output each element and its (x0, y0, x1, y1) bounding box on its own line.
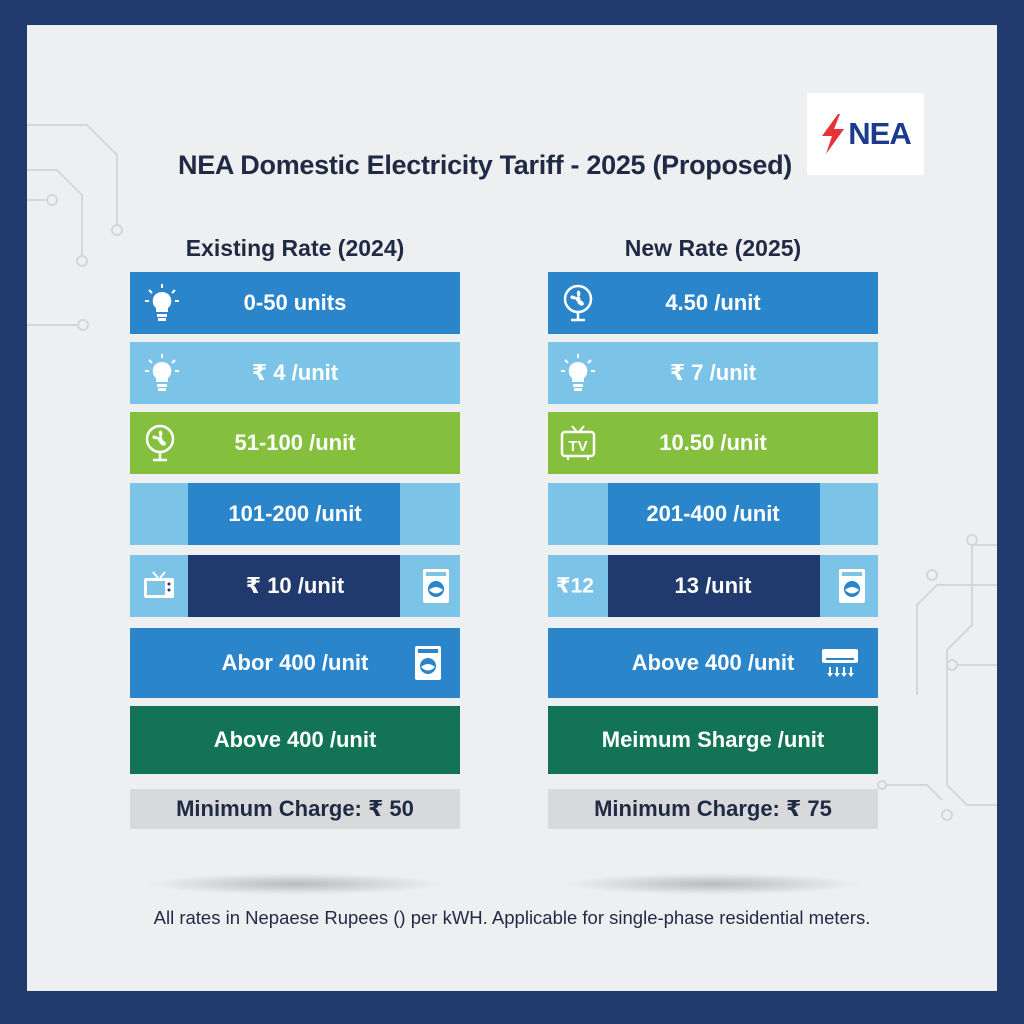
row-highlight (608, 483, 820, 545)
minimum-charge-label: Minimum Charge: ₹ 75 (594, 796, 832, 821)
row-label: ₹ 10 /unit (245, 573, 345, 598)
new-row-2: ₹ 7 /unit (548, 342, 878, 404)
footnote: All rates in Nepaese Rupees () per kWH. … (153, 907, 871, 928)
lightbulb-icon (144, 283, 180, 323)
new-row-1: 4.50 /unit (548, 272, 878, 334)
new-row-7: Meimum Sharge /unit (548, 706, 878, 774)
lightbulb-icon (560, 353, 596, 393)
lightbulb-icon (144, 353, 180, 393)
row-highlight (608, 555, 820, 617)
fan-icon (142, 423, 178, 463)
fan-icon (560, 283, 596, 323)
side-rate-label: ₹12 (556, 574, 594, 598)
circuit-decoration (27, 124, 997, 821)
existing-row-6: Abor 400 /unit (130, 628, 460, 698)
new-row-6: Above 400 /unit (548, 628, 878, 698)
existing-row-2: ₹ 4 /unit (130, 342, 460, 404)
right-shadow (563, 873, 863, 895)
row-label: 4.50 /unit (665, 290, 761, 315)
row-label: ₹ 4 /unit (251, 360, 339, 385)
existing-row-5: ₹ 10 /unit (130, 555, 460, 617)
new-row-5: ₹12 13 /unit (548, 555, 878, 617)
row-label: Abor 400 /unit (221, 650, 369, 675)
air-conditioner-icon (820, 647, 860, 679)
washing-machine-icon (414, 645, 442, 681)
row-label: 13 /unit (674, 573, 752, 598)
new-minimum-charge: Minimum Charge: ₹ 75 (548, 789, 878, 829)
row-label: Above 400 /unit (631, 650, 795, 675)
minimum-charge-label: Minimum Charge: ₹ 50 (176, 796, 414, 821)
new-rate-heading: New Rate (2025) (624, 235, 802, 261)
row-label: 201-400 /unit (646, 501, 780, 526)
row-label: Meimum Sharge /unit (601, 727, 825, 752)
tv-icon (142, 570, 176, 602)
lightning-bolt-icon (822, 114, 845, 154)
existing-rate-heading: Existing Rate (2024) (185, 235, 405, 261)
tv-icon: TV (560, 425, 596, 461)
row-label: 0-50 units (243, 290, 347, 315)
tv-icon-text: TV (568, 438, 587, 455)
left-shadow (145, 873, 445, 895)
row-label: Above 400 /unit (213, 727, 377, 752)
existing-row-7: Above 400 /unit (130, 706, 460, 774)
logo-text: NEA (848, 116, 911, 151)
row-label: 51-100 /unit (234, 430, 356, 455)
tariff-card: NEA Domestic Electricity Tariff - 2025 (… (27, 25, 997, 991)
existing-row-1: 0-50 units (130, 272, 460, 334)
washing-machine-icon (838, 568, 866, 604)
row-label: 101-200 /unit (228, 501, 362, 526)
existing-minimum-charge: Minimum Charge: ₹ 50 (130, 789, 460, 829)
nea-logo: NEA (807, 93, 924, 175)
row-label: ₹ 7 /unit (669, 360, 757, 385)
washing-machine-icon (422, 568, 450, 604)
row-highlight (188, 555, 400, 617)
new-row-4: 201-400 /unit (548, 483, 878, 545)
existing-row-3: 51-100 /unit (130, 412, 460, 474)
page-title: NEA Domestic Electricity Tariff - 2025 (… (178, 150, 792, 180)
row-label: 10.50 /unit (659, 430, 767, 455)
existing-row-4: 101-200 /unit (130, 483, 460, 545)
row-highlight (188, 483, 400, 545)
new-row-3: TV 10.50 /unit (548, 412, 878, 474)
